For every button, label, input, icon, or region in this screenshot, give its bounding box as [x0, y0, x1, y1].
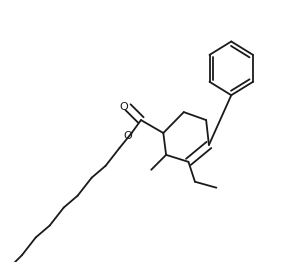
Text: O: O [119, 102, 128, 112]
Text: O: O [124, 131, 132, 141]
